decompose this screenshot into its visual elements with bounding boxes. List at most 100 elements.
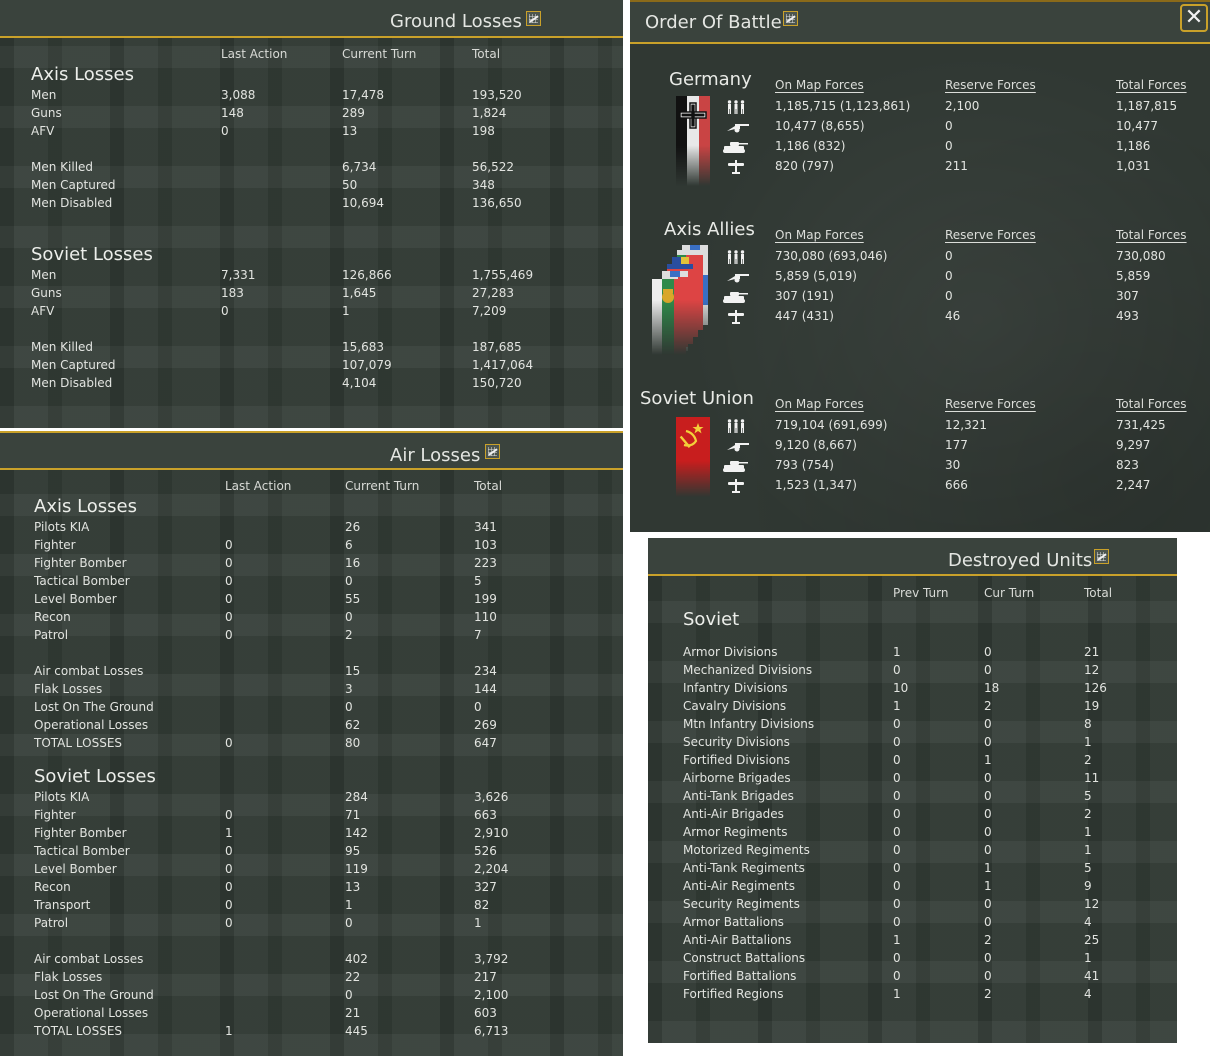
ground-losses-header: Ground Losses (0, 0, 623, 38)
prev-turn-value: 1 (893, 933, 901, 947)
close-button[interactable]: ✕ (1180, 4, 1208, 32)
current-turn-value: 55 (345, 592, 361, 606)
cur-turn-value: 1 (984, 753, 992, 767)
order-of-battle-header: Order Of Battle ✕ (630, 0, 1210, 44)
current-turn-value: 1,645 (342, 286, 377, 300)
total-forces-value: 730,080 (1116, 249, 1166, 263)
total-value: 3,792 (474, 952, 509, 966)
reserve-forces-value: 211 (945, 159, 968, 173)
total-value: 2 (1084, 753, 1092, 767)
gun-icon (726, 438, 749, 452)
total-value: 647 (474, 736, 497, 750)
col-header-reserve-forces: Reserve Forces (945, 397, 1036, 411)
nation-flag-icon (676, 417, 710, 497)
row-label: Level Bomber (34, 862, 117, 876)
current-turn-value: 0 (345, 916, 353, 930)
on-map-forces-value: 793 (754) (775, 458, 834, 472)
current-turn-value: 21 (345, 1006, 361, 1020)
cur-turn-value: 2 (984, 987, 992, 1001)
on-map-forces-value: 820 (797) (775, 159, 834, 173)
unit-type-label: Fortified Regions (683, 987, 784, 1001)
col-header-total-forces: Total Forces (1116, 78, 1187, 92)
total-forces-value: 5,859 (1116, 269, 1151, 283)
row-label: Operational Losses (34, 718, 149, 732)
total-value: 4 (1084, 987, 1092, 1001)
row-label: Level Bomber (34, 592, 117, 606)
total-forces-value: 1,187,815 (1116, 99, 1178, 113)
total-value: 41 (1084, 969, 1100, 983)
on-map-forces-value: 1,523 (1,347) (775, 478, 857, 492)
infantry-icon (726, 418, 746, 433)
panel-title: Destroyed Units (948, 550, 1093, 571)
chart-icon[interactable] (783, 11, 798, 26)
current-turn-value: 15 (345, 664, 361, 678)
section-heading: Soviet Losses (31, 244, 153, 265)
chart-icon[interactable] (1094, 549, 1109, 564)
col-header-current-turn: Current Turn (342, 47, 417, 61)
cur-turn-value: 0 (984, 897, 992, 911)
last-action-value: 0 (225, 898, 233, 912)
current-turn-value: 107,079 (342, 358, 392, 372)
reserve-forces-value: 0 (945, 289, 953, 303)
chart-icon[interactable] (485, 444, 500, 459)
total-value: 327 (474, 880, 497, 894)
prev-turn-value: 0 (893, 717, 901, 731)
chart-icon[interactable] (526, 11, 541, 26)
unit-type-label: Armor Regiments (683, 825, 788, 839)
infantry-icon (726, 99, 746, 114)
row-label: Men (31, 88, 57, 102)
reserve-forces-value: 0 (945, 249, 953, 263)
prev-turn-value: 0 (893, 663, 901, 677)
total-value: 269 (474, 718, 497, 732)
row-label: Men Captured (31, 358, 116, 372)
current-turn-value: 3 (345, 682, 353, 696)
cur-turn-value: 0 (984, 915, 992, 929)
col-header-total: Total (472, 47, 501, 61)
reserve-forces-value: 12,321 (945, 418, 987, 432)
reserve-forces-value: 177 (945, 438, 968, 452)
panel-title: Ground Losses (390, 11, 522, 32)
cur-turn-value: 2 (984, 699, 992, 713)
last-action-value: 7,331 (221, 268, 256, 282)
current-turn-value: 22 (345, 970, 361, 984)
col-header-reserve-forces: Reserve Forces (945, 78, 1036, 92)
total-forces-value: 1,031 (1116, 159, 1151, 173)
current-turn-value: 0 (345, 988, 353, 1002)
prev-turn-value: 0 (893, 843, 901, 857)
row-label: Men (31, 268, 57, 282)
col-header-on-map-forces: On Map Forces (775, 397, 864, 411)
row-label: Operational Losses (34, 1006, 149, 1020)
cur-turn-value: 0 (984, 717, 992, 731)
total-value: 11 (1084, 771, 1100, 785)
total-value: 1 (1084, 825, 1092, 839)
current-turn-value: 119 (345, 862, 368, 876)
total-forces-value: 10,477 (1116, 119, 1158, 133)
order-of-battle-panel: Order Of Battle ✕ Germany On Map Forces Re… (630, 0, 1210, 532)
last-action-value: 0 (221, 124, 229, 138)
unit-type-label: Airborne Brigades (683, 771, 791, 785)
current-turn-value: 26 (345, 520, 361, 534)
current-turn-value: 289 (342, 106, 365, 120)
total-value: 1 (1084, 843, 1092, 857)
total-forces-value: 307 (1116, 289, 1139, 303)
nation-flag-icon (676, 96, 710, 186)
air-losses-panel: Air Losses Last Action Current Turn Tota… (0, 431, 623, 1056)
reserve-forces-value: 30 (945, 458, 961, 472)
cur-turn-value: 1 (984, 879, 992, 893)
unit-type-label: Security Regiments (683, 897, 800, 911)
col-header-total: Total (1084, 586, 1113, 600)
row-label: Fighter Bomber (34, 826, 127, 840)
current-turn-value: 62 (345, 718, 361, 732)
col-header-total: Total (474, 479, 503, 493)
current-turn-value: 0 (345, 610, 353, 624)
reserve-forces-value: 46 (945, 309, 961, 323)
current-turn-value: 402 (345, 952, 368, 966)
current-turn-value: 284 (345, 790, 368, 804)
unit-type-label: Fortified Divisions (683, 753, 790, 767)
total-value: 0 (474, 700, 482, 714)
on-map-forces-value: 307 (191) (775, 289, 834, 303)
total-value: 341 (474, 520, 497, 534)
row-label: Recon (34, 610, 71, 624)
row-label: Fighter (34, 808, 76, 822)
prev-turn-value: 0 (893, 807, 901, 821)
